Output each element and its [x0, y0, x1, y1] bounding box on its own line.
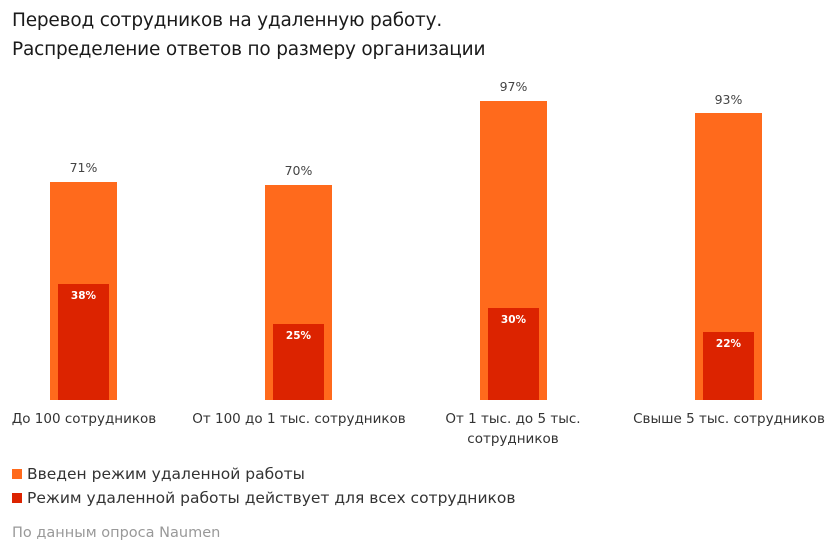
legend-label: Режим удаленной работы действует для все… [27, 489, 516, 507]
legend-item-remote-all-employees: Режим удаленной работы действует для все… [12, 486, 516, 510]
legend-item-remote-introduced: Введен режим удаленной работы [12, 462, 516, 486]
inner-value-label: 30% [500, 314, 527, 326]
outer-value-label: 71% [69, 160, 98, 175]
outer-value-label: 70% [284, 163, 313, 178]
chart-title-line1: Перевод сотрудников на удаленную работу. [12, 10, 443, 31]
legend: Введен режим удаленной работы Режим удал… [12, 462, 516, 510]
legend-swatch-icon [12, 493, 22, 503]
legend-label: Введен режим удаленной работы [27, 465, 305, 483]
legend-swatch-icon [12, 469, 22, 479]
bar-remote-all-employees [273, 324, 324, 400]
chart-title: Перевод сотрудников на удаленную работу.… [12, 6, 485, 64]
category-label: От 1 тыс. до 5 тыс. сотрудников [445, 411, 581, 447]
chart-title-line2: Распределение ответов по размеру организ… [12, 39, 486, 60]
outer-value-label: 93% [714, 92, 743, 107]
bar-remote-all-employees [703, 332, 754, 400]
bar-remote-all-employees [58, 284, 109, 400]
source-note: По данным опроса Naumen [12, 525, 221, 541]
category-label: Свыше 5 тыс. сотрудников [633, 411, 825, 427]
bar-chart: 71% 38% До 100 сотрудников 70% 25% От 10… [11, 79, 825, 447]
bar-remote-all-employees [488, 308, 539, 400]
inner-value-label: 25% [285, 330, 312, 342]
inner-value-label: 22% [715, 338, 742, 350]
outer-value-label: 97% [499, 79, 528, 94]
inner-value-label: 38% [70, 290, 97, 302]
category-label: От 100 до 1 тыс. сотрудников [192, 411, 406, 427]
category-label: До 100 сотрудников [11, 411, 157, 427]
